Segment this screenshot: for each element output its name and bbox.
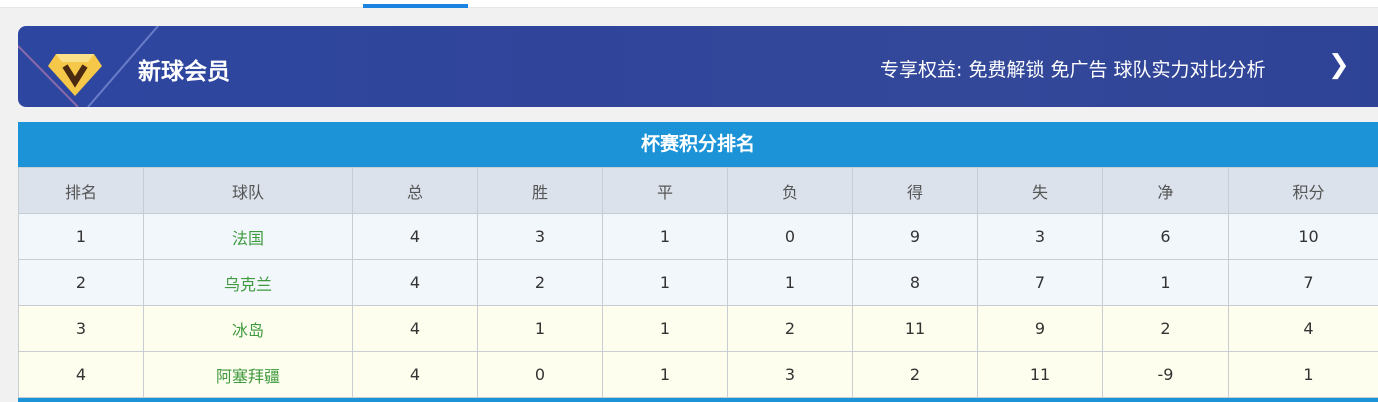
table-cell: 2: [853, 352, 978, 398]
column-header: 得: [853, 168, 978, 214]
table-cell: 3: [19, 306, 144, 352]
table-cell: 0: [478, 352, 603, 398]
table-cell: 4: [353, 214, 478, 260]
table-cell: 1: [603, 260, 728, 306]
column-header: 平: [603, 168, 728, 214]
table-cell: 9: [978, 306, 1103, 352]
table-cell: 1: [603, 214, 728, 260]
team-link[interactable]: 法国: [144, 214, 353, 260]
top-tab-bar: [0, 0, 1378, 8]
team-link[interactable]: 冰岛: [144, 306, 353, 352]
table-cell: 4: [353, 260, 478, 306]
team-link[interactable]: 乌克兰: [144, 260, 353, 306]
table-cell: 3: [728, 352, 853, 398]
column-header: 失: [978, 168, 1103, 214]
column-header: 净: [1103, 168, 1229, 214]
table-cell: 9: [853, 214, 978, 260]
active-tab-indicator[interactable]: [363, 4, 468, 8]
table-cell: 1: [1103, 260, 1229, 306]
table-cell: 3: [978, 214, 1103, 260]
table-cell: 4: [353, 352, 478, 398]
table-cell: 1: [19, 214, 144, 260]
table-cell: 10: [1229, 214, 1378, 260]
table-cell: 2: [1103, 306, 1229, 352]
table-cell: 0: [728, 214, 853, 260]
table-cell: -9: [1103, 352, 1229, 398]
banner-perks: 专享权益: 免费解锁 免广告 球队实力对比分析: [880, 55, 1266, 82]
table-cell: 4: [1229, 306, 1378, 352]
table-title: 杯赛积分排名: [18, 122, 1378, 167]
table-cell: 6: [1103, 214, 1229, 260]
table-cell: 7: [1229, 260, 1378, 306]
table-cell: 4: [19, 352, 144, 398]
table-cell: 2: [728, 306, 853, 352]
table-cell: 1: [478, 306, 603, 352]
table-cell: 11: [853, 306, 978, 352]
column-header: 排名: [19, 168, 144, 214]
table-cell: 3: [478, 214, 603, 260]
table-cell: 1: [603, 352, 728, 398]
column-header: 球队: [144, 168, 353, 214]
column-header: 负: [728, 168, 853, 214]
table-cell: 8: [853, 260, 978, 306]
table-cell: 2: [19, 260, 144, 306]
column-header: 胜: [478, 168, 603, 214]
table-cell: 11: [978, 352, 1103, 398]
team-link[interactable]: 阿塞拜疆: [144, 352, 353, 398]
column-header: 积分: [1229, 168, 1378, 214]
table-cell: 2: [478, 260, 603, 306]
table-cell: 1: [1229, 352, 1378, 398]
table-cell: 4: [353, 306, 478, 352]
chevron-right-icon[interactable]: ❯: [1328, 50, 1350, 80]
column-header: 总: [353, 168, 478, 214]
member-banner[interactable]: 新球会员 专享权益: 免费解锁 免广告 球队实力对比分析 ❯: [18, 26, 1378, 107]
banner-title: 新球会员: [138, 52, 230, 86]
table-cell: 7: [978, 260, 1103, 306]
table-cell: 1: [603, 306, 728, 352]
table-cell: 1: [728, 260, 853, 306]
